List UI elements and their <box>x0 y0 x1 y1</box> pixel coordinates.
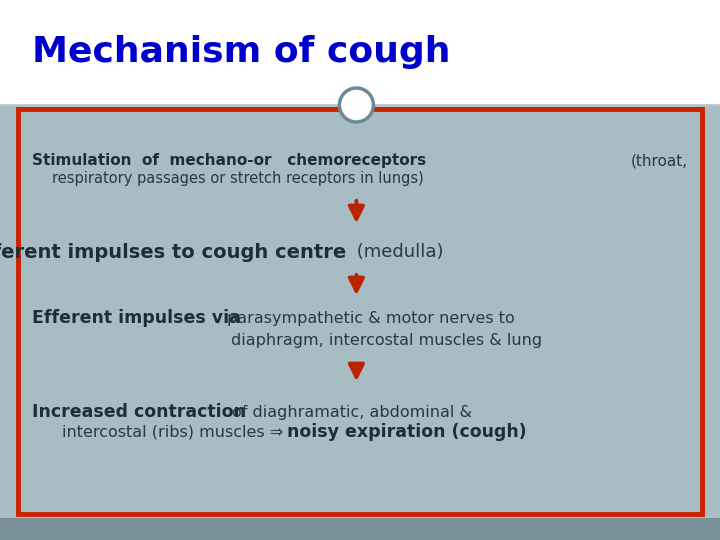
Text: (throat,: (throat, <box>631 153 688 168</box>
Text: Increased contraction: Increased contraction <box>32 403 246 421</box>
Text: of diaghramatic, abdominal &: of diaghramatic, abdominal & <box>232 404 472 420</box>
Text: parasympathetic & motor nerves to: parasympathetic & motor nerves to <box>227 310 515 326</box>
Bar <box>0 518 720 540</box>
Text: (medulla): (medulla) <box>351 243 444 261</box>
Text: diaphragm, intercostal muscles & lung: diaphragm, intercostal muscles & lung <box>231 333 542 348</box>
Text: intercostal (ribs) muscles ⇒: intercostal (ribs) muscles ⇒ <box>62 424 283 440</box>
FancyBboxPatch shape <box>18 109 702 514</box>
Text: Afferent impulses to cough centre: Afferent impulses to cough centre <box>0 242 346 261</box>
Text: noisy expiration (cough): noisy expiration (cough) <box>287 423 526 441</box>
Text: Stimulation  of  mechano-or   chemoreceptors: Stimulation of mechano-or chemoreceptors <box>32 153 426 168</box>
Text: Efferent impulses via: Efferent impulses via <box>32 309 241 327</box>
Circle shape <box>339 88 374 122</box>
Bar <box>0 105 720 518</box>
Text: Mechanism of cough: Mechanism of cough <box>32 35 451 69</box>
Text: respiratory passages or stretch receptors in lungs): respiratory passages or stretch receptor… <box>52 172 424 186</box>
Bar <box>0 0 720 105</box>
